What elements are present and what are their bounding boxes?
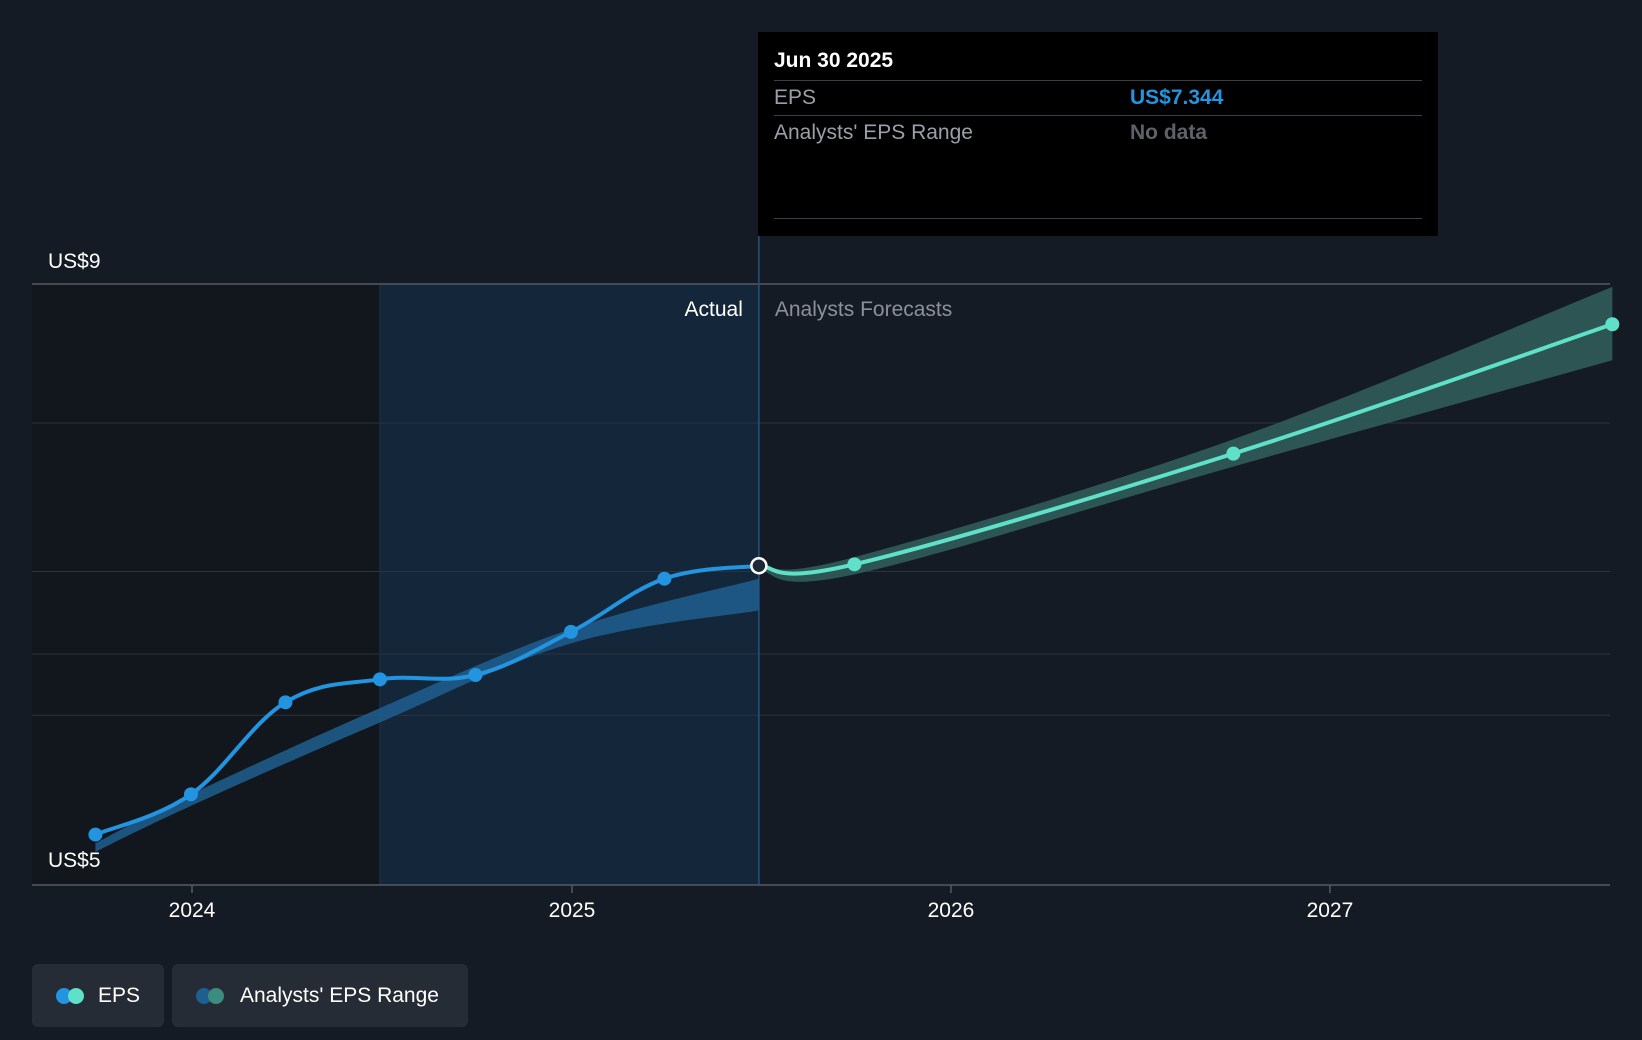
eps-actual-point [468,668,483,682]
x-tick-label: 2026 [928,899,975,922]
legend-range-label: Analysts' EPS Range [240,983,439,1007]
x-tick-label: 2024 [169,899,216,922]
forecast-label: Analysts Forecasts [775,298,952,321]
actual-range-band [95,578,759,852]
eps-actual-point [278,695,293,710]
tooltip-eps-label: EPS [774,86,817,109]
range-legend-icon [196,987,226,1004]
eps-legend-icon [56,987,84,1004]
eps-forecast-line [756,322,1615,576]
highlight-region [379,284,759,885]
tooltip-eps-row: EPS US$7.344 [774,80,1422,115]
eps-actual-point [657,571,672,586]
x-tick-label: 2025 [549,899,596,922]
actual-label: Actual [685,298,743,321]
eps-forecast-point [1226,446,1241,461]
tooltip-range-label: Analysts' EPS Range [774,121,973,144]
eps-actual-line [93,563,761,837]
eps-forecast-point [1605,317,1620,332]
x-tick-label: 2027 [1307,899,1354,922]
selected-point [750,557,768,575]
chart-tooltip: Jun 30 2025 EPS US$7.344 Analysts' EPS R… [758,32,1438,236]
y-axis-bottom-label: US$5 [48,849,101,872]
y-axis-top-label: US$9 [48,250,101,273]
legend-range[interactable]: Analysts' EPS Range [172,964,468,1027]
eps-actual-point [88,827,103,842]
tooltip-date: Jun 30 2025 [774,49,894,72]
tooltip-divider [774,218,1422,219]
forecast-range-band [758,286,1613,582]
eps-forecast-point [847,557,862,572]
tooltip-eps-value: US$7.344 [1130,86,1224,109]
tooltip-range-row: Analysts' EPS Range No data [774,115,1422,150]
tooltip-range-value: No data [1130,121,1208,144]
eps-actual-point [372,672,387,687]
eps-actual-point [563,624,578,639]
legend-eps[interactable]: EPS [32,964,164,1027]
eps-actual-point [183,787,198,802]
legend-eps-label: EPS [97,983,140,1007]
